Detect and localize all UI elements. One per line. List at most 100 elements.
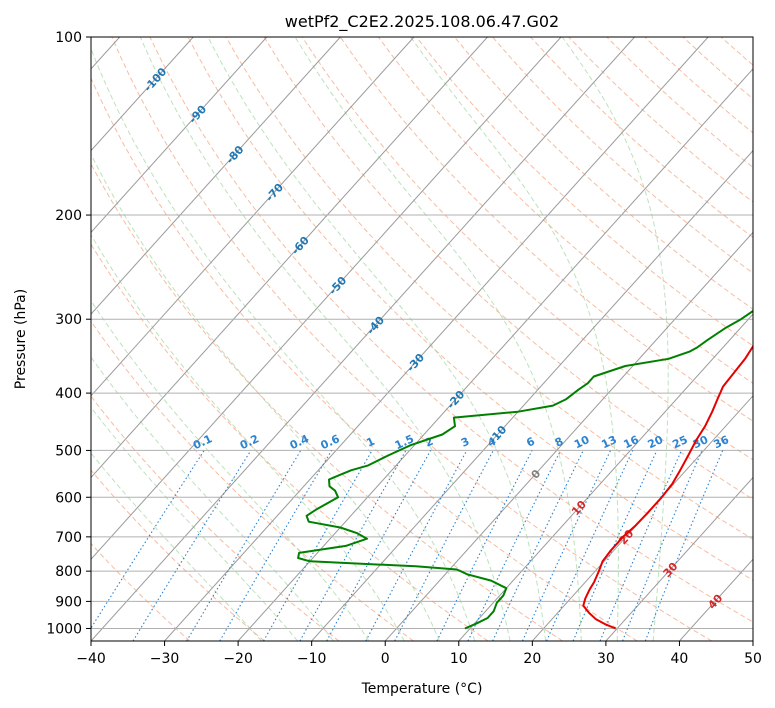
y-tick-label: 900 bbox=[55, 594, 82, 610]
dry-adiabat bbox=[91, 469, 265, 641]
moist-adiabat bbox=[91, 356, 334, 641]
x-tick-label: 10 bbox=[450, 651, 468, 667]
isotherm bbox=[91, 37, 341, 315]
dry-adiabat bbox=[91, 243, 489, 641]
mixing-ratio-label: 0.1 bbox=[191, 432, 214, 452]
isotherm bbox=[91, 37, 488, 479]
y-tick-label: 700 bbox=[55, 530, 82, 546]
mixing-ratio-label: 13 bbox=[599, 433, 618, 451]
mixing-ratio-line bbox=[186, 450, 302, 641]
y-axis-label: Pressure (hPa) bbox=[13, 289, 29, 389]
x-axis: −40 −30 −20 −10 0 10 20 30 40 50 bbox=[76, 641, 762, 667]
mixing-ratio-label: 30 bbox=[691, 433, 711, 451]
moist-adiabat bbox=[91, 406, 298, 641]
isotherm bbox=[91, 37, 268, 234]
dry-adiabat bbox=[91, 320, 414, 641]
dry-adiabat bbox=[416, 37, 753, 347]
mixing-ratio-line bbox=[436, 450, 533, 641]
mixing-ratio-label: 0.4 bbox=[288, 432, 311, 452]
isotherm bbox=[164, 37, 709, 641]
mixing-ratio-line bbox=[326, 450, 432, 641]
mixing-ratio-line bbox=[599, 450, 683, 641]
mixing-ratio-label: 25 bbox=[670, 433, 689, 451]
dry-adiabat bbox=[187, 37, 753, 581]
x-tick-label: 20 bbox=[523, 651, 541, 667]
mixing-ratio-label: 20 bbox=[646, 433, 666, 451]
mixing-ratio-label: 1 bbox=[364, 435, 376, 450]
dry-adiabat bbox=[301, 37, 753, 461]
chart-title: wetPf2_C2E2.2025.108.06.47.G02 bbox=[285, 12, 559, 32]
dry-adiabat bbox=[682, 37, 753, 100]
mixing-ratio-label: 36 bbox=[712, 433, 732, 451]
plot-frame bbox=[90, 36, 754, 642]
isotherm bbox=[91, 37, 562, 561]
y-tick-label: 200 bbox=[55, 208, 82, 224]
mixing-ratio-label: 3 bbox=[459, 435, 471, 450]
moist-adiabat bbox=[91, 452, 262, 641]
x-tick-label: 30 bbox=[597, 651, 615, 667]
x-tick-label: 50 bbox=[744, 651, 762, 667]
mixing-ratio-line bbox=[572, 450, 658, 641]
mixing-ratio-line bbox=[622, 450, 703, 641]
isotherm bbox=[531, 395, 753, 641]
isotherm bbox=[605, 476, 753, 641]
dry-adiabat bbox=[263, 37, 753, 500]
mixing-ratio-line bbox=[132, 450, 252, 641]
moist-adiabat bbox=[91, 233, 405, 641]
isotherm bbox=[237, 68, 753, 641]
y-axis: 100 200 300 400 500 600 700 800 900 1000 bbox=[46, 30, 91, 637]
y-tick-label: 600 bbox=[55, 490, 82, 506]
dry-adiabat bbox=[720, 37, 753, 66]
mixing-ratio-label: 6 bbox=[524, 435, 537, 450]
y-tick-label: 500 bbox=[55, 443, 82, 459]
mixing-ratio-line bbox=[91, 450, 205, 630]
mixing-ratio-label: 16 bbox=[622, 433, 642, 451]
moist-adiabat bbox=[91, 299, 370, 641]
isotherm bbox=[752, 640, 753, 641]
dry-adiabat bbox=[606, 37, 753, 168]
dry-adiabat bbox=[111, 37, 713, 641]
isotherm bbox=[91, 37, 194, 152]
moist-adiabat bbox=[91, 153, 440, 641]
x-tick-label: −40 bbox=[76, 651, 106, 667]
moist-adiabat bbox=[207, 37, 547, 641]
dry-adiabat bbox=[492, 37, 753, 274]
isotherm bbox=[679, 558, 753, 641]
dry-adiabat bbox=[91, 77, 638, 641]
x-axis-label: Temperature (°C) bbox=[361, 681, 483, 697]
mixing-ratio-line bbox=[644, 450, 724, 641]
dry-adiabat bbox=[339, 37, 753, 422]
mixing-ratio-label: 0.6 bbox=[319, 432, 342, 452]
moist-adiabat bbox=[139, 37, 511, 641]
mixing-ratio-line bbox=[299, 450, 407, 641]
y-tick-label: 1000 bbox=[46, 621, 82, 637]
y-tick-label: 800 bbox=[55, 564, 82, 580]
dry-adiabat bbox=[568, 37, 753, 203]
temperature-line bbox=[582, 344, 753, 630]
isotherm bbox=[91, 37, 635, 641]
y-tick-label: 100 bbox=[55, 30, 82, 46]
y-tick-label: 400 bbox=[55, 386, 82, 402]
isotherm bbox=[91, 37, 415, 397]
dry-adiabat bbox=[91, 162, 563, 641]
moist-adiabat bbox=[91, 47, 476, 641]
dry-adiabat bbox=[530, 37, 753, 238]
x-tick-label: −30 bbox=[150, 651, 180, 667]
mixing-ratio-label: 1.5 bbox=[393, 432, 416, 452]
isotherm bbox=[311, 149, 753, 641]
dewpoint-line bbox=[297, 309, 753, 630]
mixing-ratio-line bbox=[365, 450, 468, 641]
mixing-ratio-label: 10 bbox=[572, 433, 592, 451]
dry-adiabat bbox=[91, 395, 340, 641]
dry-adiabat bbox=[377, 37, 753, 384]
dry-adiabat bbox=[759, 37, 775, 641]
isotherm bbox=[384, 231, 753, 641]
moist-adiabat bbox=[294, 37, 582, 641]
mixing-ratio-line bbox=[546, 450, 634, 641]
y-tick-label: 300 bbox=[55, 312, 82, 328]
moist-adiabat bbox=[410, 37, 619, 641]
isotherm bbox=[458, 313, 753, 641]
mixing-ratio-line bbox=[263, 450, 373, 641]
dry-adiabat bbox=[225, 37, 753, 540]
